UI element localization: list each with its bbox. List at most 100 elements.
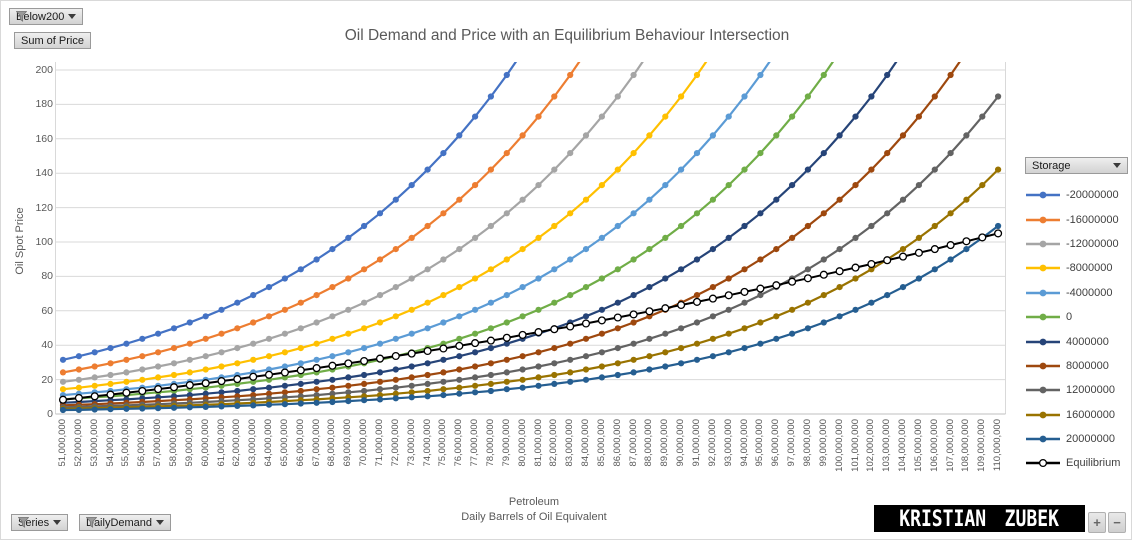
legend-item-0: 0 <box>1025 305 1120 329</box>
legend-swatch-icon <box>1026 411 1060 419</box>
watermark-text: KRISTIAN ZUBEK <box>899 505 1060 532</box>
legend-swatch-icon <box>1026 338 1060 345</box>
x-tick-label: 80,000,000 <box>516 419 528 467</box>
x-axis-title-line2: Daily Barrels of Oil Equivalent <box>461 511 607 523</box>
expand-field-button[interactable]: + <box>1088 512 1106 533</box>
storage-legend-field-button[interactable]: Storage <box>1025 157 1128 174</box>
x-tick-label: 63,000,000 <box>247 419 259 467</box>
minus-icon: − <box>1113 515 1121 530</box>
x-tick-label: 102,000,000 <box>865 419 877 472</box>
x-tick-label: 107,000,000 <box>944 419 956 472</box>
x-tick-label: 77,000,000 <box>469 419 481 467</box>
x-tick-label: 72,000,000 <box>389 419 401 467</box>
legend-item--20000000: -20000000 <box>1025 183 1120 207</box>
x-tick-label: 61,000,000 <box>215 419 227 467</box>
daily-demand-field-label: DailyDemand <box>86 516 153 529</box>
x-tick-label: 71,000,000 <box>374 419 385 467</box>
x-tick-label: 78,000,000 <box>484 419 496 467</box>
series--8000000 <box>59 62 708 393</box>
x-tick-label: 98,000,000 <box>801 419 813 467</box>
legend-swatch-icon <box>1026 459 1060 468</box>
plot-area <box>55 62 1006 415</box>
sum-of-price-button[interactable]: Sum of Price <box>14 32 91 49</box>
x-tick-label: 53,000,000 <box>88 419 100 467</box>
legend-swatch-icon <box>1026 264 1060 272</box>
legend-item-label: 16000000 <box>1066 408 1115 421</box>
x-tick-label: 110,000,000 <box>992 419 1004 472</box>
x-tick-label: 93,000,000 <box>722 419 734 467</box>
y-tick-label: 0 <box>47 408 53 420</box>
x-tick-label: 87,000,000 <box>627 419 639 467</box>
x-tick-label: 94,000,000 <box>738 419 750 467</box>
legend-item-label: 8000000 <box>1066 359 1109 372</box>
series-8000000 <box>59 62 961 409</box>
x-tick-label: 104,000,000 <box>897 419 909 472</box>
x-tick-label: 66,000,000 <box>294 419 306 467</box>
x-tick-label: 106,000,000 <box>928 419 940 472</box>
storage-legend-label: Storage <box>1032 159 1071 172</box>
x-tick-label: 55,000,000 <box>120 419 132 467</box>
legend-item-label: -16000000 <box>1066 213 1119 226</box>
legend-item-Equilibrium: Equilibrium <box>1025 451 1120 475</box>
x-tick-label: 108,000,000 <box>960 419 972 472</box>
legend-swatch-icon <box>1026 289 1060 297</box>
daily-demand-field-button[interactable]: DailyDemand <box>79 514 172 531</box>
series-4000000 <box>59 62 898 406</box>
x-tick-label: 65,000,000 <box>278 419 290 467</box>
series--12000000 <box>59 62 644 385</box>
y-tick-label: 160 <box>35 132 53 145</box>
x-tick-label: 83,000,000 <box>564 419 576 467</box>
legend-swatch-icon <box>1026 435 1060 443</box>
legend-item-label: 0 <box>1066 311 1073 324</box>
legend-swatch-icon <box>1026 191 1060 199</box>
y-tick-label: 100 <box>35 236 53 248</box>
x-tick-label: 56,000,000 <box>136 419 148 467</box>
y-tick-label: 140 <box>35 167 53 180</box>
x-tick-label: 51,000,000 <box>57 419 68 467</box>
series-12000000 <box>59 93 1002 411</box>
y-tick-label: 60 <box>41 304 53 317</box>
legend-item-label: 4000000 <box>1066 335 1109 348</box>
legend-item--8000000: -8000000 <box>1025 256 1120 280</box>
legend-item-16000000: 16000000 <box>1025 403 1120 427</box>
x-tick-label: 64,000,000 <box>263 419 275 467</box>
x-tick-label: 67,000,000 <box>310 419 322 467</box>
sum-of-price-label: Sum of Price <box>21 34 84 47</box>
filter-icon <box>18 517 29 528</box>
x-tick-label: 97,000,000 <box>786 419 798 467</box>
legend-item-20000000: 20000000 <box>1025 427 1120 451</box>
x-tick-label: 109,000,000 <box>976 419 988 472</box>
filter-icon <box>86 517 97 528</box>
legend: -20000000 -16000000 -12000000 -8000000 -4000… <box>1025 183 1120 476</box>
x-tick-label: 59,000,000 <box>183 419 195 467</box>
y-tick-label: 180 <box>35 98 53 111</box>
dropdown-arrow-icon <box>53 520 62 525</box>
x-tick-label: 75,000,000 <box>437 419 449 467</box>
series-0 <box>59 62 835 403</box>
x-tick-label: 58,000,000 <box>167 419 179 467</box>
x-tick-label: 69,000,000 <box>342 419 354 467</box>
x-tick-label: 90,000,000 <box>675 419 687 467</box>
x-tick-label: 101,000,000 <box>849 419 861 472</box>
legend-item-8000000: 8000000 <box>1025 354 1120 378</box>
y-tick-label: 80 <box>41 270 53 283</box>
x-tick-label: 57,000,000 <box>152 419 164 467</box>
dropdown-arrow-icon <box>1113 163 1121 168</box>
series--20000000 <box>59 62 518 363</box>
filter-icon <box>16 11 27 22</box>
watermark: KRISTIAN ZUBEK <box>874 505 1085 532</box>
x-tick-label: 85,000,000 <box>595 419 607 467</box>
legend-item-label: -20000000 <box>1066 189 1119 202</box>
legend-item-4000000: 4000000 <box>1025 329 1120 353</box>
x-tick-label: 84,000,000 <box>580 419 592 467</box>
x-tick-label: 54,000,000 <box>104 419 116 467</box>
legend-item--12000000: -12000000 <box>1025 232 1120 256</box>
below200-filter-button[interactable]: Below200 <box>9 8 84 25</box>
x-tick-label: 99,000,000 <box>817 419 829 467</box>
series-field-button[interactable]: Series <box>11 514 69 531</box>
chart-title: Oil Demand and Price with an Equilibrium… <box>344 27 790 44</box>
x-tick-label: 92,000,000 <box>706 419 718 467</box>
legend-item-label: -4000000 <box>1066 286 1113 299</box>
collapse-field-button[interactable]: − <box>1108 512 1126 533</box>
